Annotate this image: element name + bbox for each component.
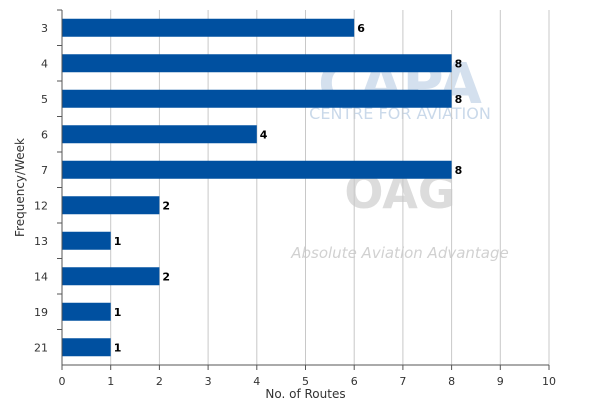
bar xyxy=(62,267,160,286)
x-tick-label: 5 xyxy=(302,375,309,388)
y-tick-label: 19 xyxy=(34,306,48,319)
x-tick-label: 3 xyxy=(205,375,212,388)
watermark: CAPA CENTRE FOR AVIATION OAG Absolute Av… xyxy=(290,52,509,262)
y-tick-label: 21 xyxy=(34,341,48,354)
y-tick-label: 3 xyxy=(41,22,48,35)
x-tick-label: 8 xyxy=(448,375,455,388)
data-label: 2 xyxy=(162,199,170,212)
x-tick-label: 7 xyxy=(399,375,406,388)
x-tick-label: 1 xyxy=(107,375,114,388)
bars: 6 8 8 4 8 2 1 2 1 1 xyxy=(62,18,463,357)
x-tick-label: 2 xyxy=(156,375,163,388)
y-tick-label: 6 xyxy=(41,128,48,141)
bar xyxy=(62,18,355,37)
bar xyxy=(62,89,452,108)
bar xyxy=(62,54,452,73)
bar xyxy=(62,160,452,179)
bar xyxy=(62,196,160,215)
y-axis-title: Frequency/Week xyxy=(13,138,27,237)
bar xyxy=(62,338,111,357)
y-tick-label: 7 xyxy=(41,164,48,177)
x-tick-label: 9 xyxy=(497,375,504,388)
y-tick-label: 4 xyxy=(41,57,48,70)
x-tick-label: 0 xyxy=(59,375,66,388)
bar xyxy=(62,302,111,321)
data-label: 6 xyxy=(357,22,365,35)
x-axis-title: No. of Routes xyxy=(265,387,345,400)
y-tick-label: 12 xyxy=(34,199,48,212)
x-tick-label: 6 xyxy=(351,375,358,388)
data-label: 1 xyxy=(114,341,122,354)
bar xyxy=(62,125,257,144)
y-tick-label: 13 xyxy=(34,235,48,248)
y-tick-label: 5 xyxy=(41,93,48,106)
x-tick-label: 4 xyxy=(253,375,260,388)
data-label: 4 xyxy=(260,128,268,141)
data-label: 1 xyxy=(114,306,122,319)
data-label: 8 xyxy=(455,93,463,106)
oag-watermark-tagline: Absolute Aviation Advantage xyxy=(290,244,509,262)
y-tick-label: 14 xyxy=(34,270,48,283)
data-label: 8 xyxy=(455,57,463,70)
data-label: 1 xyxy=(114,235,122,248)
x-tick-label: 10 xyxy=(542,375,556,388)
data-label: 8 xyxy=(455,164,463,177)
bar xyxy=(62,231,111,250)
data-label: 2 xyxy=(162,270,170,283)
